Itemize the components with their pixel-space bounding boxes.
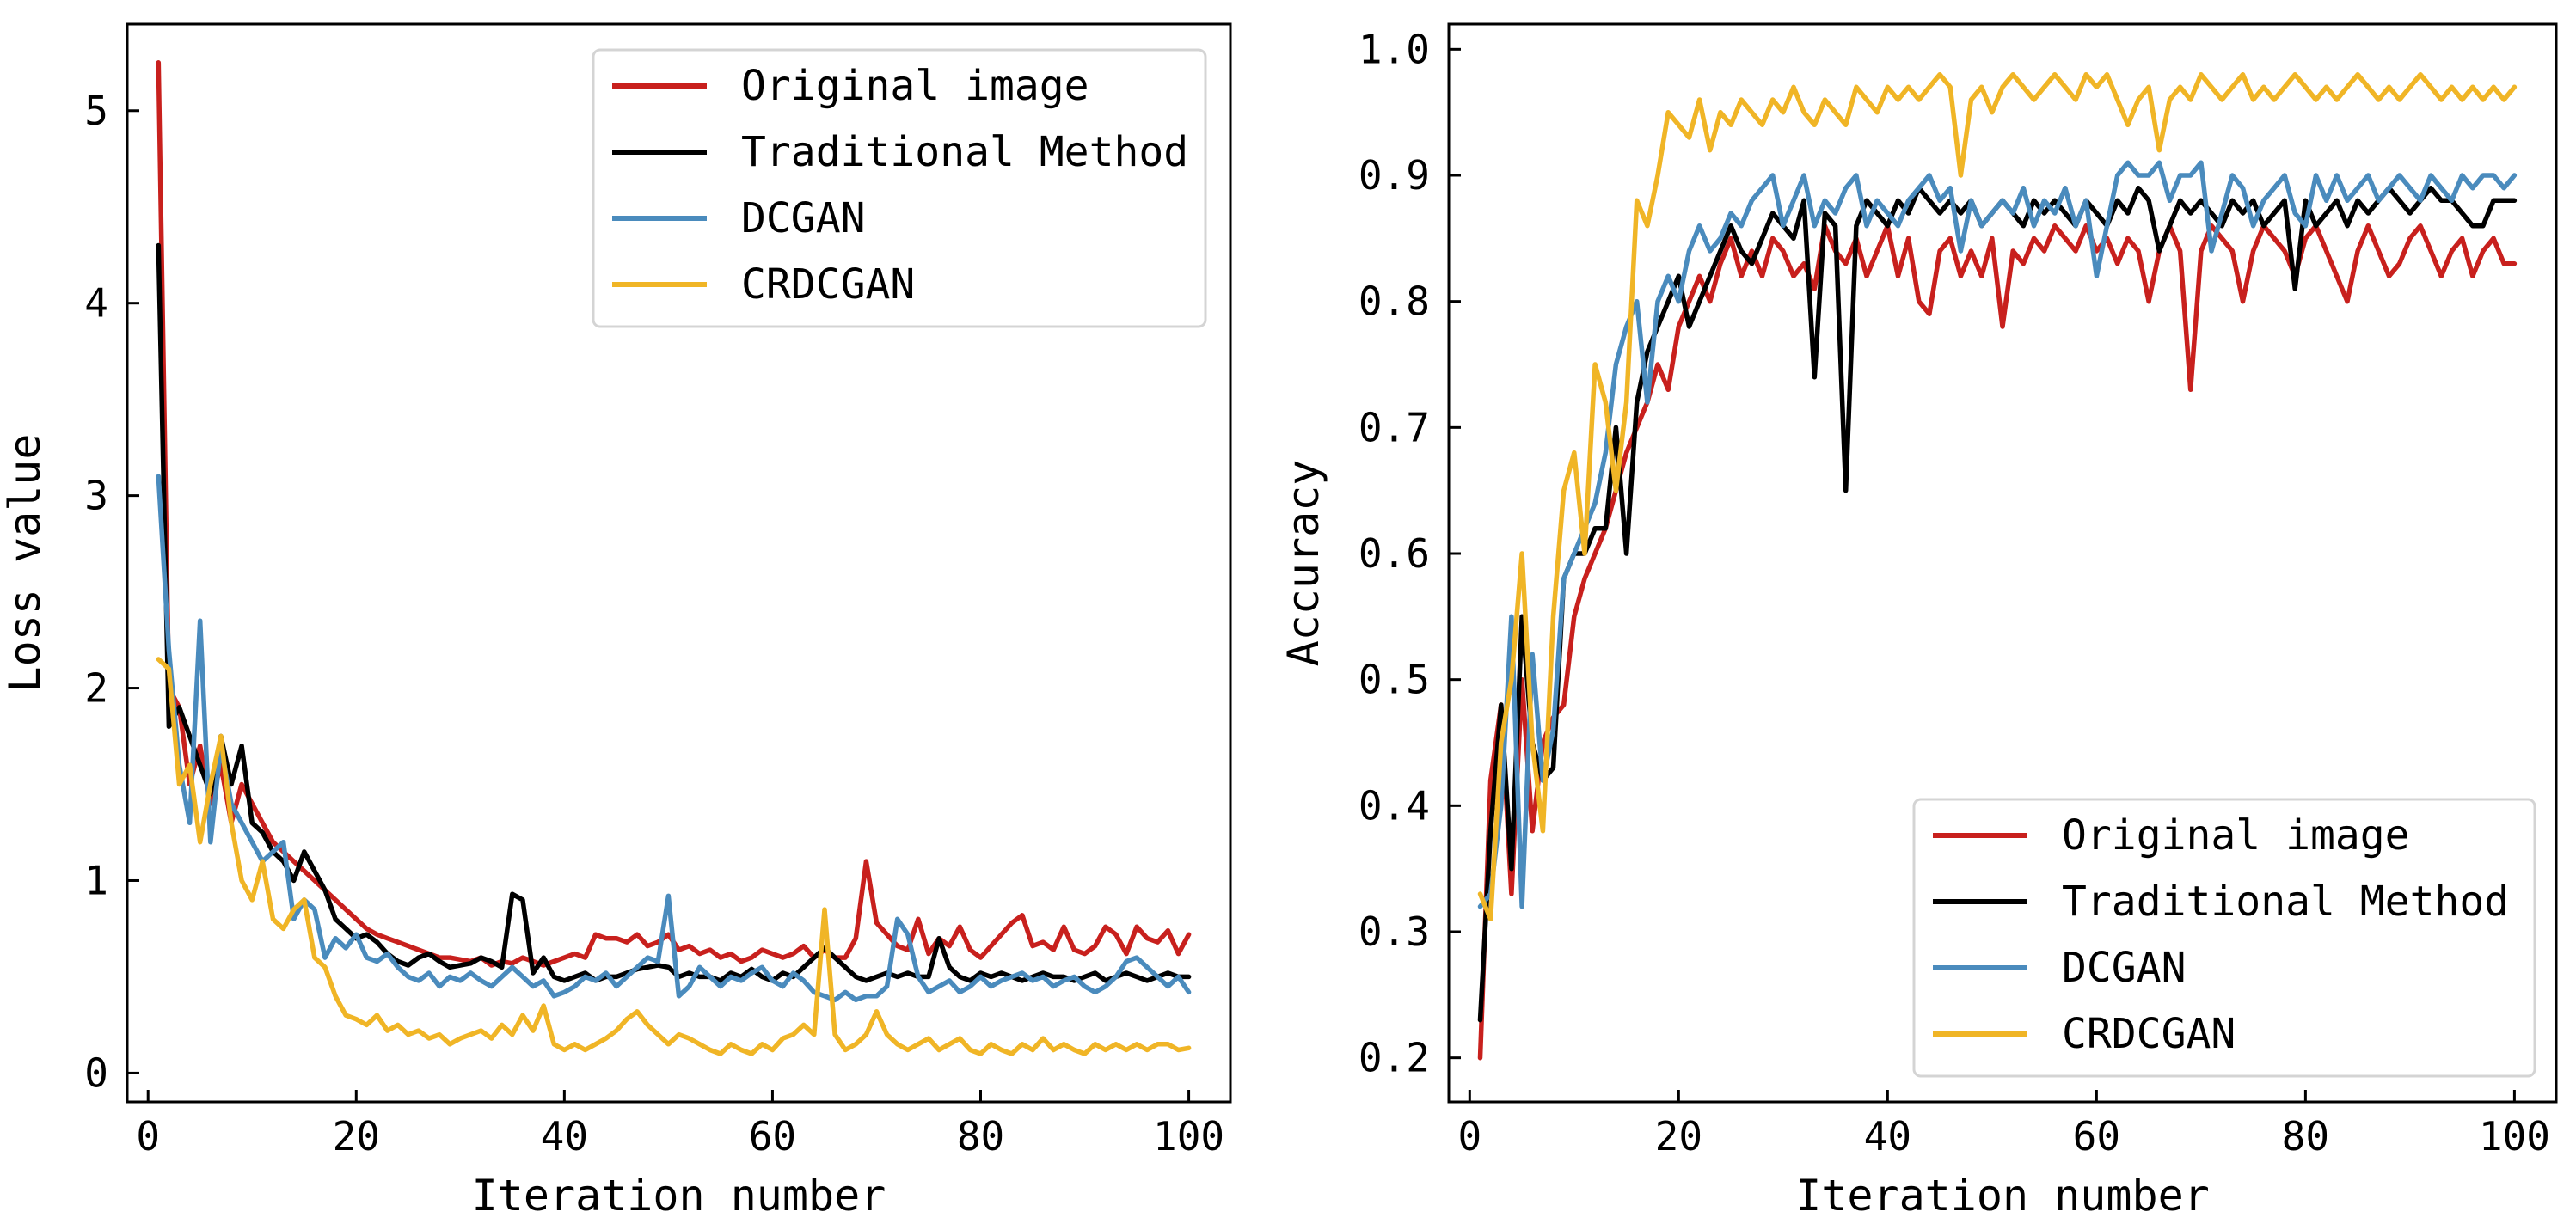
x-tick-label: 20 (333, 1113, 380, 1160)
axes-frame (126, 22, 1232, 1104)
y-axis-label: Accuracy (1279, 460, 1328, 667)
x-axis-label: Iteration number (472, 1171, 886, 1221)
legend-item-crdcgan: CRDCGAN (1933, 1010, 2236, 1058)
y-tick-label: 0 (84, 1049, 108, 1096)
y-tick-label: 0.6 (1359, 530, 1430, 577)
legend-box (1912, 798, 2536, 1078)
series-line-dcgan (156, 474, 1192, 1003)
axes-frame (1447, 22, 2558, 1104)
y-tick-label: 0.2 (1359, 1035, 1430, 1081)
y-tick-label: 1 (84, 857, 108, 903)
x-axis-label: Iteration number (1795, 1171, 2210, 1221)
y-axis-label: Loss value (0, 433, 50, 692)
x-tick-label: 0 (1457, 1113, 1481, 1160)
legend-label: Original image (2062, 811, 2410, 860)
y-tick-label: 3 (84, 473, 108, 519)
x-tick-label: 20 (1655, 1113, 1702, 1160)
series-line-original-image (1477, 223, 2518, 1061)
y-tick-label: 5 (84, 88, 108, 134)
x-tick-label: 100 (1153, 1113, 1224, 1160)
y-tick-label: 0.3 (1359, 909, 1430, 955)
y-tick-label: 2 (84, 665, 108, 712)
y-tick-label: 0.5 (1359, 657, 1430, 703)
y-tick-label: 4 (84, 280, 108, 327)
x-tick-label: 40 (1864, 1113, 1911, 1160)
legend: Original image Traditional Method DCGAN CRD… (1912, 798, 2536, 1078)
x-tick-label: 80 (2282, 1113, 2329, 1160)
legend-label: DCGAN (741, 194, 866, 242)
y-tick-label: 0.9 (1359, 152, 1430, 199)
legend-label: DCGAN (2062, 944, 2187, 992)
legend-label: Traditional Method (2062, 878, 2509, 926)
legend-label: CRDCGAN (2062, 1010, 2236, 1058)
x-tick-label: 80 (957, 1113, 1004, 1160)
legend: Original image Traditional Method DCGAN CRD… (592, 48, 1207, 328)
series-line-crdcgan (1477, 71, 2518, 922)
legend-item-crdcgan: CRDCGAN (612, 260, 915, 309)
y-tick-label: 0.4 (1359, 782, 1430, 829)
y-tick-label: 0.7 (1359, 404, 1430, 450)
legend-item-original-image: Original image (1933, 811, 2410, 860)
series-line-dcgan (1477, 160, 2518, 909)
legend-item-traditional-method: Traditional Method (612, 128, 1188, 176)
x-tick-label: 0 (136, 1113, 160, 1160)
series-line-crdcgan (156, 657, 1192, 1056)
x-tick-label: 60 (749, 1113, 796, 1160)
x-tick-label: 60 (2073, 1113, 2120, 1160)
legend-box (592, 48, 1207, 328)
accuracy-chart: 0 20 40 60 80 100 0.2 0.3 0.4 0.5 0.6 0.7 0.8 0.9 1.0 I… (1279, 22, 2558, 1221)
legend-label: CRDCGAN (741, 260, 915, 309)
y-tick-label: 0.8 (1359, 278, 1430, 325)
legend-label: Traditional Method (741, 128, 1188, 176)
legend-item-dcgan: DCGAN (1933, 944, 2187, 992)
legend-item-traditional-method: Traditional Method (1933, 878, 2509, 926)
x-tick-label: 100 (2479, 1113, 2550, 1160)
legend-item-dcgan: DCGAN (612, 194, 866, 242)
series-line-traditional-method (156, 242, 1192, 983)
legend-label: Original image (741, 62, 1089, 110)
loss-chart: 0 20 40 60 80 100 0 1 2 3 4 5 Iteration number Loss v… (0, 22, 1232, 1221)
legend-item-original-image: Original image (612, 62, 1089, 110)
x-tick-label: 40 (541, 1113, 588, 1160)
y-tick-label: 1.0 (1359, 26, 1430, 72)
